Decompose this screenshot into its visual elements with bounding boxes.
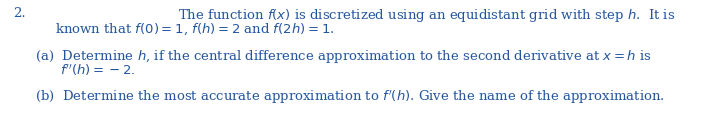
Text: known that $f(0) = 1$, $f(h) = 2$ and $f(2h) = 1$.: known that $f(0) = 1$, $f(h) = 2$ and $f… xyxy=(55,22,334,37)
Text: $f''(h) = -2.$: $f''(h) = -2.$ xyxy=(60,63,135,78)
Text: The function $f(x)$ is discretized using an equidistant grid with step $h$.  It : The function $f(x)$ is discretized using… xyxy=(178,7,675,24)
Text: 2.: 2. xyxy=(13,7,25,20)
Text: (b)  Determine the most accurate approximation to $f'(h)$. Give the name of the : (b) Determine the most accurate approxim… xyxy=(35,88,664,105)
Text: (a)  Determine $h$, if the central difference approximation to the second deriva: (a) Determine $h$, if the central differ… xyxy=(35,48,651,65)
